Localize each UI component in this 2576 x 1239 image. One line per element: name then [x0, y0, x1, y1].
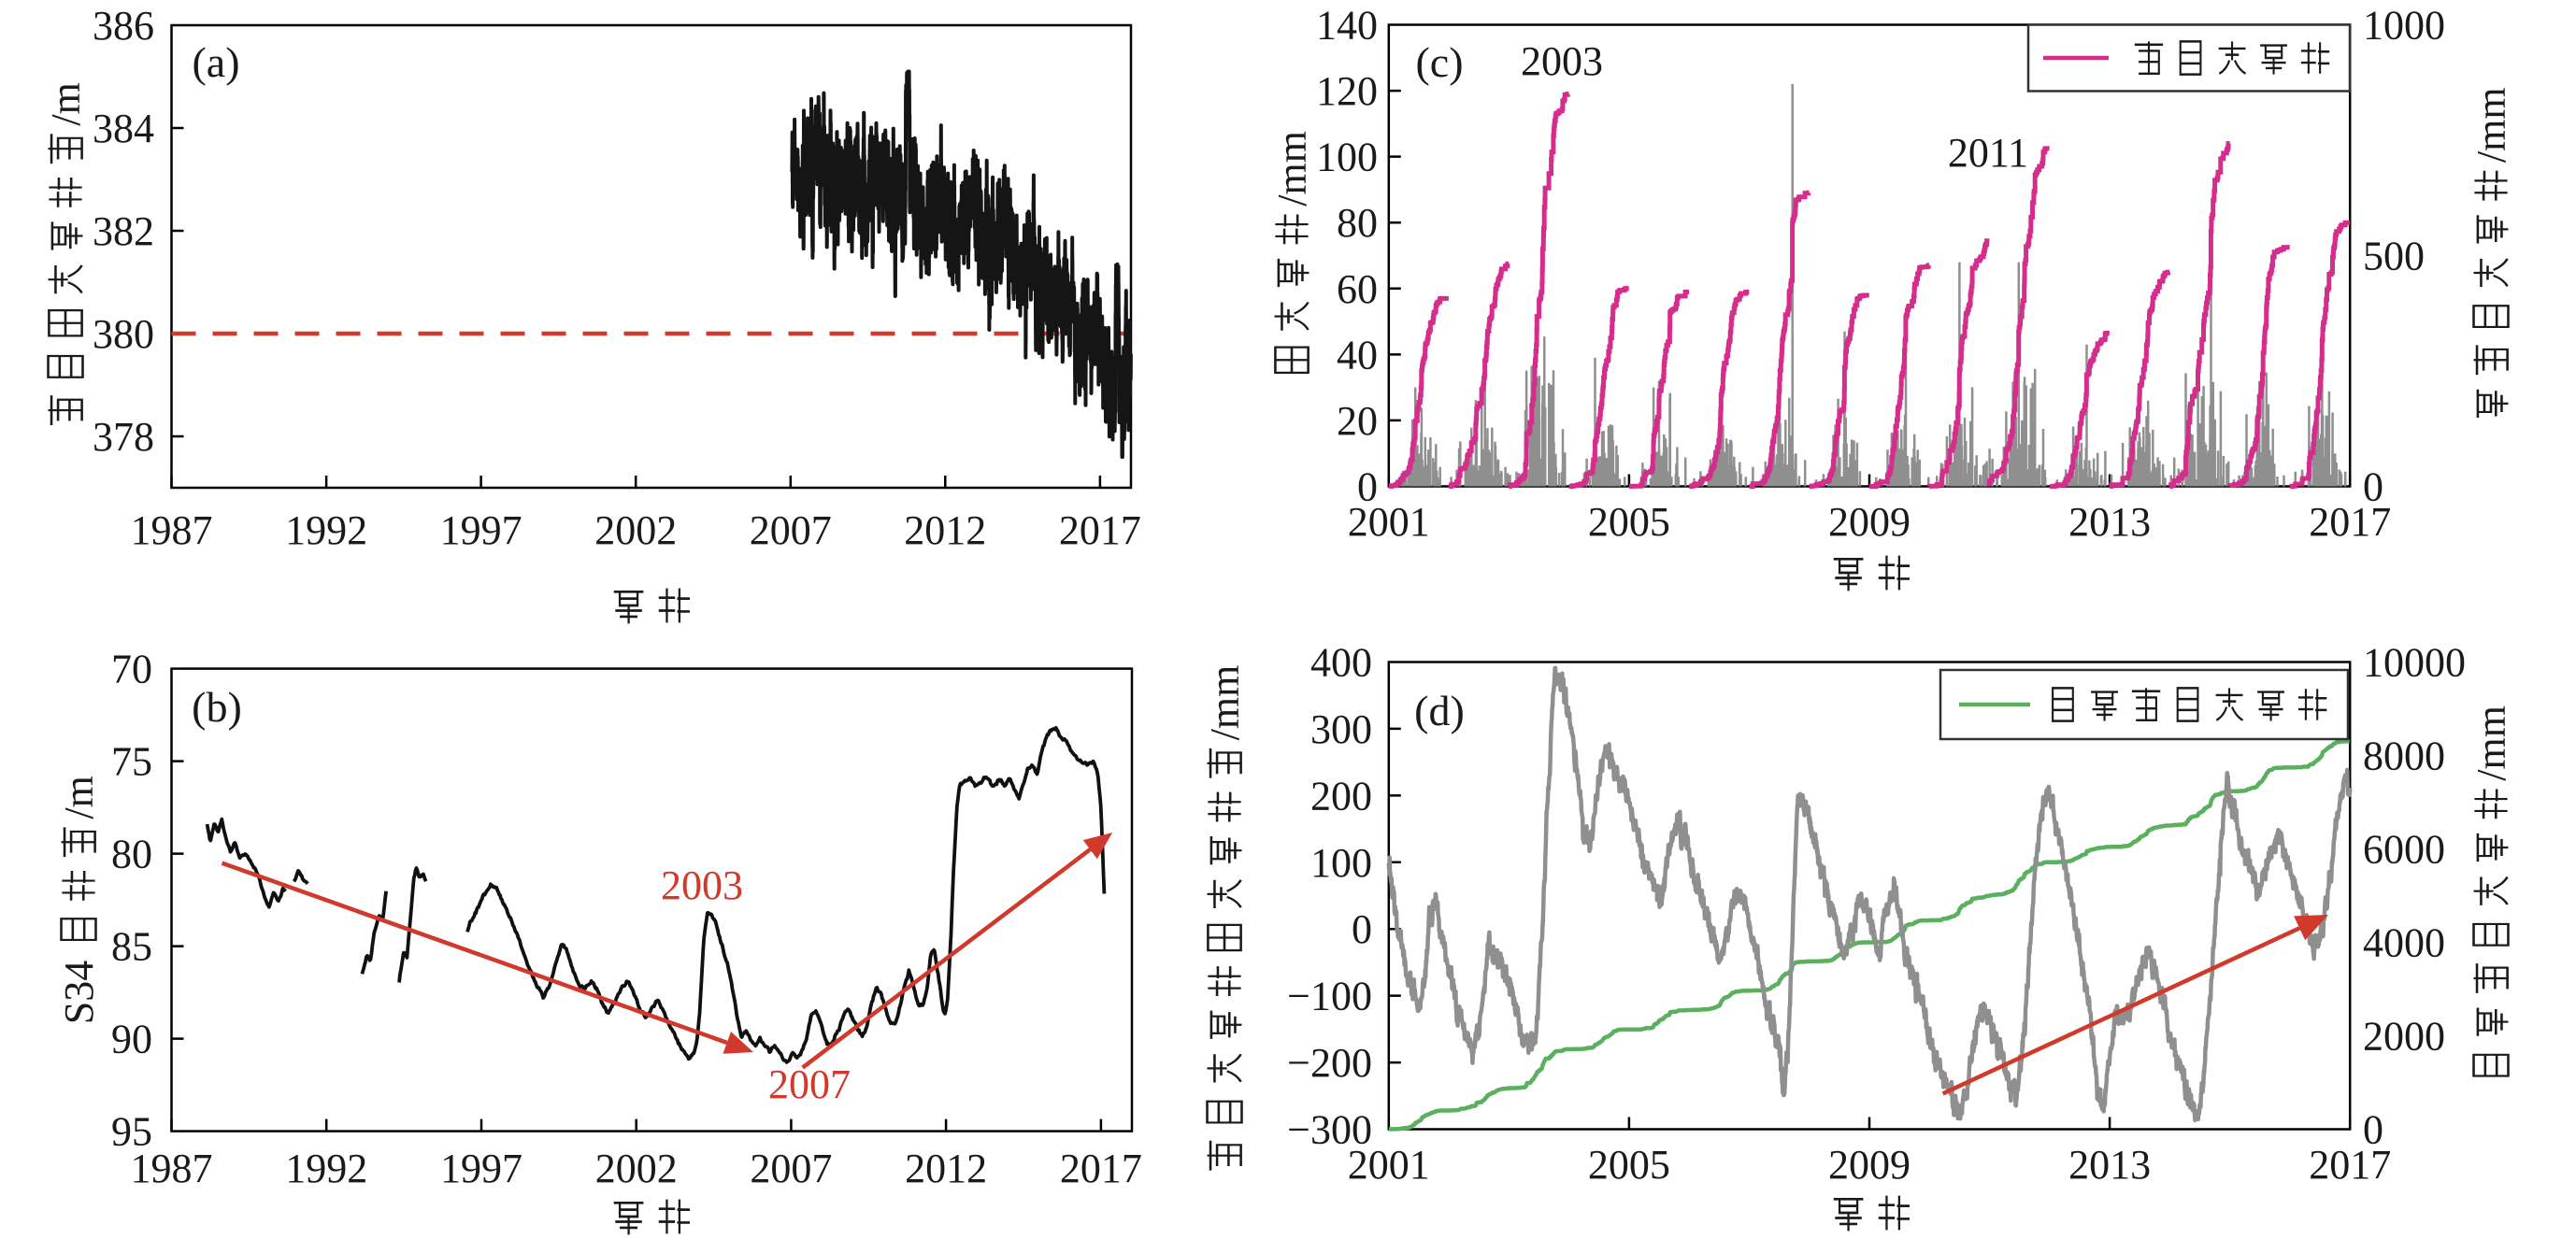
svg-text:140: 140 [1316, 3, 1378, 49]
svg-text:384: 384 [93, 106, 154, 151]
svg-text:60: 60 [1337, 266, 1378, 312]
svg-text:2017: 2017 [1060, 1146, 1142, 1191]
svg-text:2003: 2003 [661, 862, 743, 908]
svg-text:2003: 2003 [1521, 38, 1603, 84]
svg-text:10000: 10000 [2363, 640, 2466, 686]
svg-text:S34: S34 [56, 961, 102, 1024]
svg-text:500: 500 [2363, 234, 2425, 279]
svg-text:2001: 2001 [1348, 499, 1430, 545]
svg-text:/m: /m [43, 82, 89, 125]
svg-text:386: 386 [93, 3, 154, 49]
svg-text:6000: 6000 [2363, 827, 2445, 873]
svg-text:0: 0 [2363, 1107, 2383, 1153]
svg-text:80: 80 [1337, 200, 1378, 246]
svg-text:2017: 2017 [1059, 507, 1141, 553]
svg-text:8000: 8000 [2363, 733, 2445, 779]
svg-text:2013: 2013 [2068, 499, 2151, 545]
svg-text:/mm: /mm [1269, 131, 1315, 206]
svg-text:/mm: /mm [2469, 87, 2514, 163]
svg-text:(c): (c) [1415, 38, 1463, 86]
svg-text:/mm: /mm [1202, 665, 1248, 741]
svg-text:2013: 2013 [2068, 1142, 2151, 1188]
svg-text:4000: 4000 [2363, 920, 2445, 966]
svg-text:40: 40 [1337, 332, 1378, 377]
svg-text:2005: 2005 [1588, 1142, 1670, 1188]
svg-text:(d): (d) [1414, 687, 1465, 734]
svg-text:0: 0 [1357, 464, 1378, 510]
svg-text:2002: 2002 [594, 507, 677, 553]
svg-text:2012: 2012 [905, 1146, 987, 1191]
svg-text:100: 100 [1310, 840, 1372, 886]
svg-text:2007: 2007 [750, 1146, 832, 1191]
svg-text:/m: /m [56, 776, 102, 819]
svg-text:(a): (a) [192, 38, 239, 86]
svg-text:1997: 1997 [440, 507, 522, 553]
svg-text:2007: 2007 [750, 507, 832, 553]
svg-text:95: 95 [111, 1109, 152, 1155]
svg-text:70: 70 [111, 647, 152, 692]
svg-text:300: 300 [1310, 706, 1372, 752]
svg-text:20: 20 [1337, 398, 1378, 444]
svg-text:−100: −100 [1287, 974, 1372, 1019]
svg-text:1987: 1987 [131, 1146, 213, 1191]
svg-text:2011: 2011 [1948, 130, 2028, 176]
svg-text:(b): (b) [192, 683, 242, 731]
svg-text:2017: 2017 [2309, 499, 2391, 545]
svg-text:400: 400 [1310, 640, 1372, 686]
svg-text:1992: 1992 [285, 1146, 367, 1191]
svg-text:90: 90 [111, 1017, 152, 1062]
svg-text:2009: 2009 [1828, 1142, 1911, 1188]
svg-text:85: 85 [111, 924, 152, 970]
svg-text:1987: 1987 [131, 507, 213, 553]
svg-text:−300: −300 [1287, 1107, 1372, 1153]
svg-text:2017: 2017 [2309, 1142, 2391, 1188]
svg-text:120: 120 [1316, 68, 1378, 114]
svg-text:2000: 2000 [2363, 1014, 2445, 1060]
svg-text:2001: 2001 [1348, 1142, 1430, 1188]
svg-text:1997: 1997 [440, 1146, 522, 1191]
svg-text:380: 380 [93, 311, 154, 357]
svg-text:0: 0 [2363, 464, 2383, 510]
svg-text:75: 75 [111, 739, 152, 785]
svg-text:/mm: /mm [2469, 705, 2514, 781]
svg-text:0: 0 [1352, 906, 1372, 952]
svg-text:80: 80 [111, 832, 152, 877]
svg-text:−200: −200 [1287, 1040, 1372, 1086]
svg-text:2007: 2007 [768, 1061, 851, 1107]
svg-text:2012: 2012 [904, 507, 986, 553]
svg-text:2009: 2009 [1828, 499, 1911, 545]
svg-text:200: 200 [1310, 773, 1372, 819]
svg-text:1992: 1992 [285, 507, 367, 553]
svg-text:378: 378 [93, 414, 154, 460]
svg-text:382: 382 [93, 208, 154, 254]
svg-text:100: 100 [1316, 135, 1378, 180]
svg-text:2002: 2002 [595, 1146, 678, 1191]
svg-text:1000: 1000 [2363, 3, 2445, 49]
svg-text:2005: 2005 [1588, 499, 1670, 545]
